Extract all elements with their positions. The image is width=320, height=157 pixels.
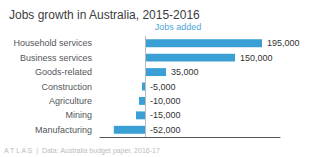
svg-text:Agriculture: Agriculture [49,96,92,106]
svg-text:Jobs added: Jobs added [155,22,202,32]
svg-text:-15,000: -15,000 [150,110,181,120]
svg-text:-5,000: -5,000 [150,82,176,92]
svg-text:150,000: 150,000 [240,53,273,63]
svg-text:Construction: Construction [41,82,92,92]
svg-text:Jobs growth in Australia, 2015: Jobs growth in Australia, 2015-2016 [9,8,200,22]
svg-text:Household services: Household services [13,38,92,48]
svg-text:-52,000: -52,000 [150,125,181,135]
svg-text:Business services: Business services [20,53,93,63]
svg-text:A T L A S | Data: Australia: A T L A S | Data: Australia budget paper… [4,147,160,155]
svg-text:195,000: 195,000 [267,38,300,48]
svg-text:Mining: Mining [65,110,92,120]
svg-text:Manufacturing: Manufacturing [35,125,92,135]
svg-text:-10,000: -10,000 [150,96,181,106]
svg-text:35,000: 35,000 [171,67,199,77]
svg-text:Goods-related: Goods-related [35,67,92,77]
